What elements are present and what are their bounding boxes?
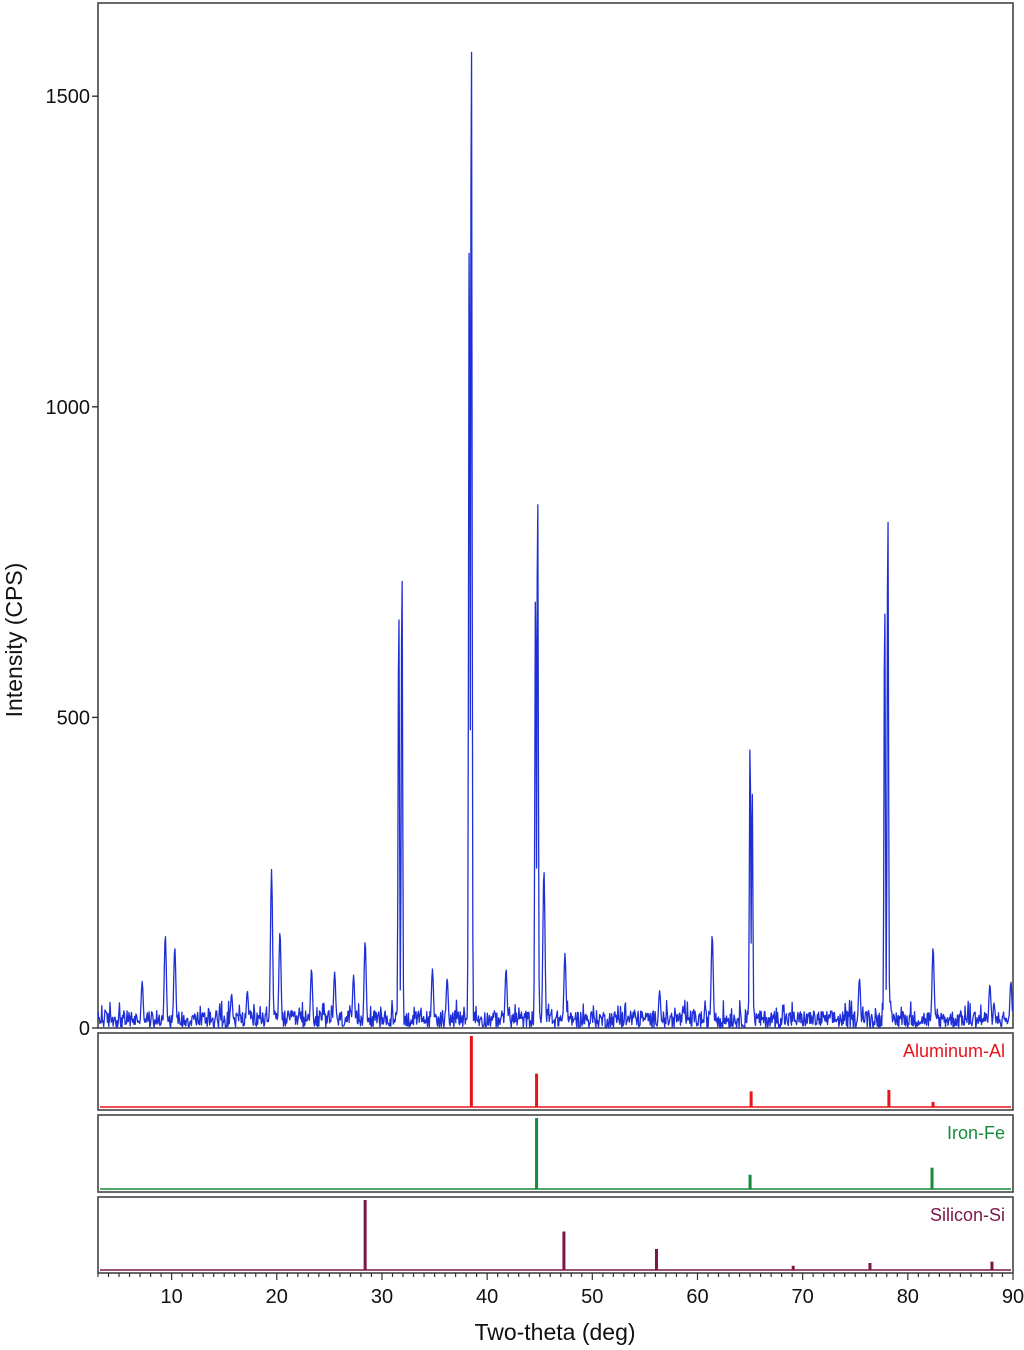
diffraction-pattern-line: [97, 51, 1014, 1029]
main-panel-frame: [97, 2, 1014, 1029]
reference-panel-frame: [97, 1196, 1014, 1274]
x-tick-label: 40: [476, 1286, 498, 1308]
y-tick-label: 1500: [46, 86, 91, 108]
reference-panel: Silicon-Si: [97, 1196, 1014, 1274]
y-tick-label: 0: [79, 1018, 90, 1040]
y-tick-label: 1000: [46, 397, 91, 419]
reference-label: Silicon-Si: [930, 1205, 1005, 1225]
y-tick-label: 500: [57, 707, 90, 729]
x-tick-label: 10: [160, 1286, 182, 1308]
reference-panels: Aluminum-Al Iron-Fe Silicon-Si: [97, 1032, 1014, 1274]
reference-label: Aluminum-Al: [903, 1041, 1005, 1061]
x-tick-label: 80: [897, 1286, 919, 1308]
x-axis-title: Two-theta (deg): [474, 1319, 635, 1345]
main-pattern-panel: [97, 2, 1014, 1029]
reference-label: Iron-Fe: [947, 1123, 1005, 1143]
reference-panel-frame: [97, 1114, 1014, 1193]
x-tick-label: 70: [792, 1286, 814, 1308]
x-axis: 10 20 30 40 50 60 70 80 90: [97, 1273, 1024, 1308]
x-tick-label: 30: [371, 1286, 393, 1308]
x-tick-label: 90: [1002, 1286, 1024, 1308]
y-axis: 0 500 1000 1500: [46, 86, 98, 1040]
reference-panel-frame: [97, 1032, 1014, 1111]
reference-panel: Iron-Fe: [97, 1114, 1014, 1193]
x-tick-label: 50: [581, 1286, 603, 1308]
x-tick-label: 60: [686, 1286, 708, 1308]
y-axis-title: Intensity (CPS): [1, 563, 27, 718]
reference-panel: Aluminum-Al: [97, 1032, 1014, 1111]
x-tick-label: 20: [266, 1286, 288, 1308]
